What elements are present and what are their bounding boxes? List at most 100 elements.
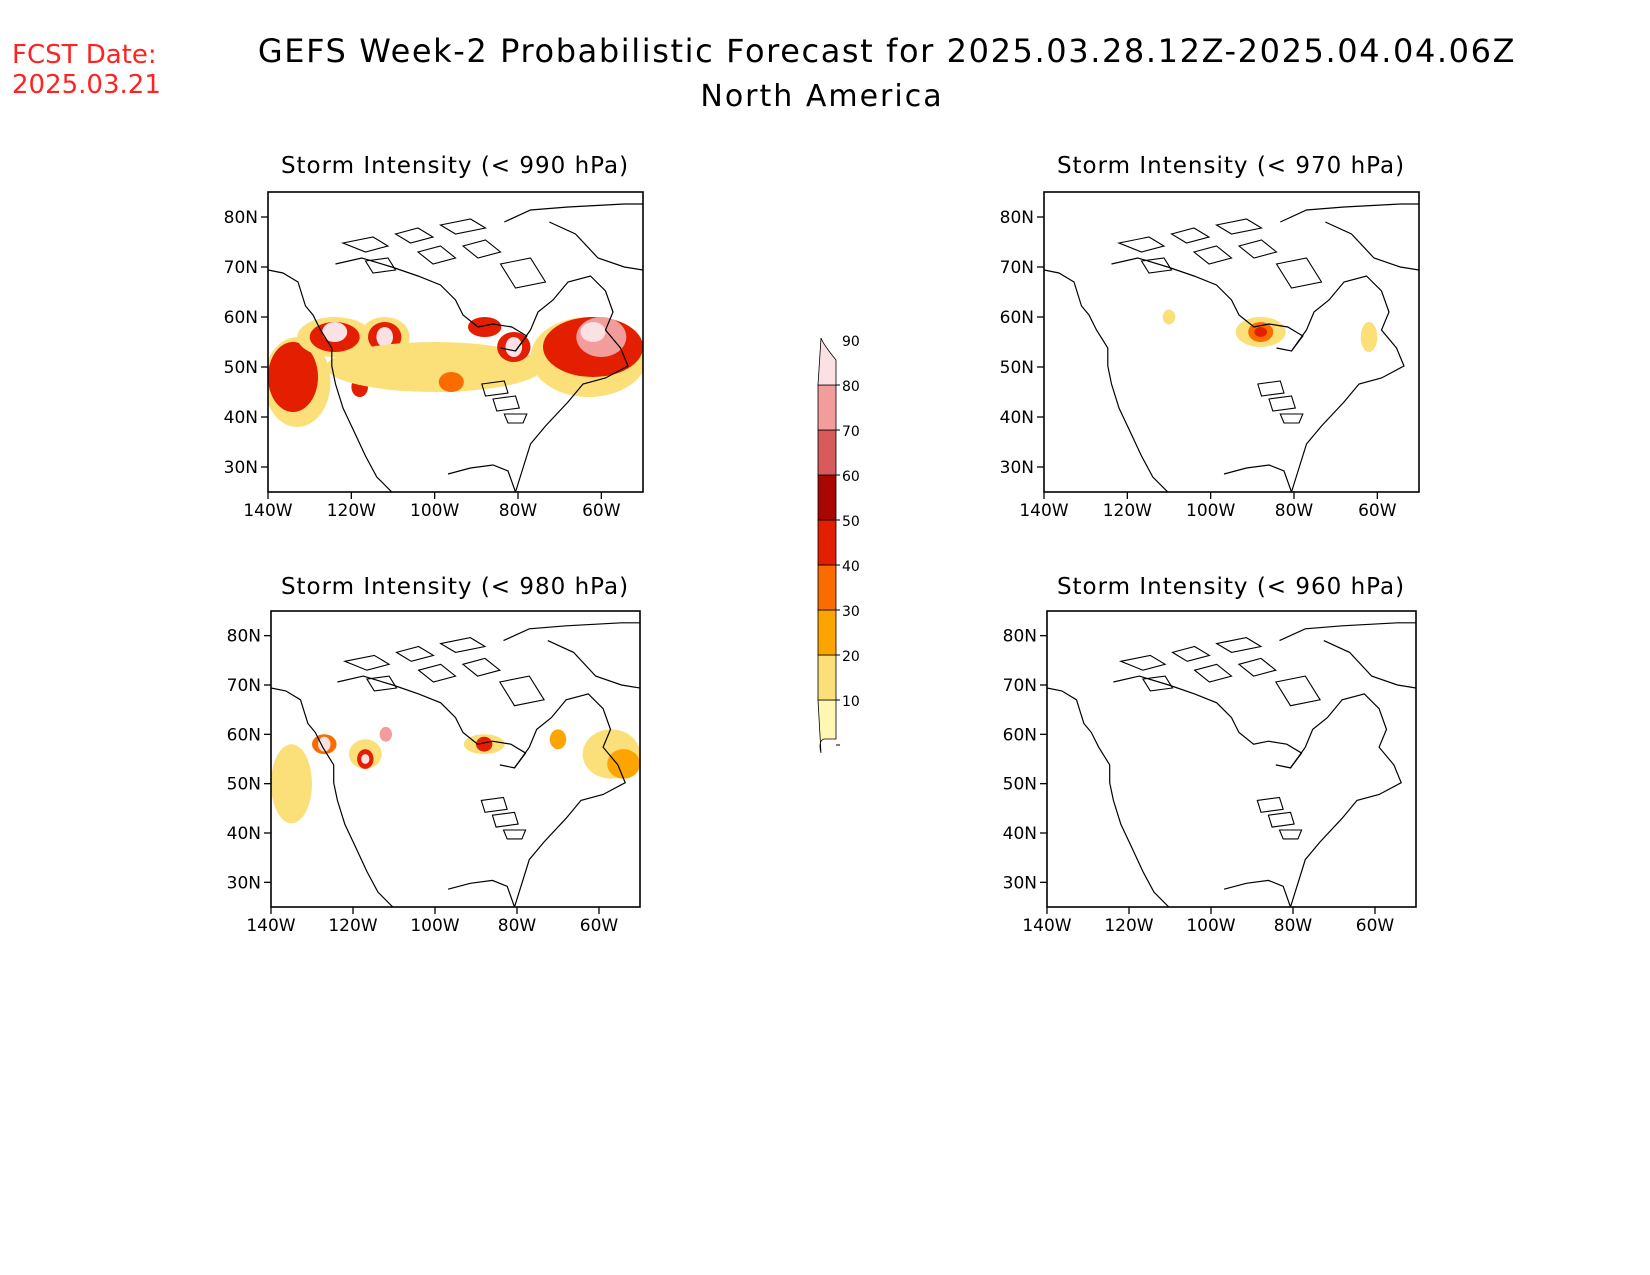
lon-tick-label: 80W — [1274, 916, 1313, 936]
lon-tick-label: 100W — [1186, 501, 1235, 521]
island-outline — [395, 645, 435, 662]
lat-tick-label: 70N — [227, 676, 261, 696]
island-outline — [1237, 657, 1277, 677]
lat-tick-label: 50N — [224, 358, 258, 378]
coastline — [549, 221, 643, 271]
coastline-map — [271, 622, 640, 907]
colorbar-label: 40 — [842, 559, 860, 575]
colorbar-segment — [817, 474, 837, 521]
lat-tick-label: 40N — [227, 824, 261, 844]
panel-title: Storm Intensity (< 990 hPa) — [281, 153, 629, 179]
island-outline — [1141, 675, 1174, 692]
island-outline — [492, 395, 521, 412]
lon-tick-label: 100W — [1186, 916, 1235, 936]
coastline-map — [268, 203, 643, 492]
probability-area — [468, 317, 502, 337]
lon-tick-label: 80W — [1275, 501, 1314, 521]
coastline — [1290, 275, 1405, 492]
island-outline — [1193, 663, 1233, 683]
island-outline — [1257, 380, 1285, 397]
longitude-axis: 140W 120W 100W 80W 60W — [1022, 907, 1394, 936]
island-outline — [1268, 395, 1297, 412]
island-outline — [502, 829, 527, 840]
probability-area — [1360, 322, 1378, 352]
figure-subtitle: North America — [700, 79, 943, 114]
probability-area — [476, 736, 493, 752]
longitude-axis: 140W 120W 100W 80W 60W — [243, 492, 621, 521]
lon-tick-label: 60W — [580, 916, 619, 936]
island-outline — [1279, 413, 1304, 424]
coastline — [1325, 221, 1419, 271]
lon-tick-label: 60W — [582, 501, 621, 521]
lon-tick-label: 140W — [243, 501, 292, 521]
lat-tick-label: 70N — [224, 258, 258, 278]
probability-area — [505, 337, 523, 357]
island-outline — [480, 796, 508, 813]
lon-tick-label: 140W — [1022, 916, 1071, 936]
lon-tick-label: 100W — [410, 501, 459, 521]
coastline — [504, 203, 643, 223]
lat-tick-label: 50N — [1003, 775, 1037, 795]
lon-tick-label: 80W — [498, 916, 537, 936]
island-outline — [1278, 829, 1303, 840]
longitude-axis: 140W 120W 100W 80W 60W — [1019, 492, 1397, 521]
island-outline — [461, 239, 502, 259]
lat-tick-label: 60N — [224, 308, 258, 328]
map-frame — [267, 191, 644, 493]
lat-tick-label: 50N — [1000, 358, 1034, 378]
latitude-axis: 80N 70N 60N 50N 40N 30N — [1000, 208, 1044, 478]
probability-area — [361, 754, 370, 764]
island-outline — [481, 380, 509, 397]
panel-title: Storm Intensity (< 960 hPa) — [1057, 574, 1405, 600]
lat-tick-label: 80N — [1000, 208, 1034, 228]
lat-tick-label: 70N — [1003, 676, 1037, 696]
colorbar-segment — [817, 609, 837, 656]
panel-960hpa: Storm Intensity (< 960 hPa) 80N 70N 60N 50N… — [1003, 574, 1417, 936]
lon-tick-label: 60W — [1356, 916, 1395, 936]
lat-tick-label: 30N — [224, 458, 258, 478]
coastline — [1044, 269, 1169, 492]
panel-title: Storm Intensity (< 970 hPa) — [1057, 153, 1405, 179]
coastline — [447, 464, 517, 492]
panel-970hpa: Storm Intensity (< 970 hPa) 80N 70N 60N 50N… — [1000, 153, 1420, 521]
colorbar-segment — [817, 519, 837, 566]
lon-tick-label: 140W — [246, 916, 295, 936]
fcst-date-label: FCST Date: — [12, 40, 157, 70]
island-outline — [498, 675, 545, 707]
island-outline — [394, 227, 435, 244]
panel-990hpa: Storm Intensity (< 990 hPa) 80N 70N 60N 50N… — [224, 153, 644, 521]
colorbar-label: 80 — [842, 379, 860, 395]
coastline — [1279, 622, 1416, 642]
island-outline — [365, 675, 398, 692]
probability-area — [318, 736, 331, 752]
probability-area — [607, 749, 640, 779]
island-outline — [1117, 236, 1166, 253]
probability-area — [376, 327, 394, 347]
lat-tick-label: 80N — [227, 627, 261, 647]
lat-tick-label: 60N — [1003, 725, 1037, 745]
lon-tick-label: 120W — [328, 916, 377, 936]
island-outline — [439, 637, 487, 653]
coastline — [1280, 203, 1419, 223]
coastline — [1323, 640, 1416, 689]
coastline — [547, 640, 640, 689]
lat-tick-label: 60N — [1000, 308, 1034, 328]
lat-tick-label: 30N — [1000, 458, 1034, 478]
probability-shading — [271, 726, 640, 824]
latitude-axis: 80N 70N 60N 50N 40N 30N — [224, 208, 268, 478]
lat-tick-label: 80N — [1003, 627, 1037, 647]
island-outline — [1215, 637, 1263, 653]
map-frame — [1043, 191, 1420, 493]
probability-area — [1162, 309, 1176, 325]
probability-area — [268, 342, 318, 412]
lon-tick-label: 140W — [1019, 501, 1068, 521]
island-outline — [1171, 645, 1211, 662]
figure-title: GEFS Week-2 Probabilistic Forecast for 2… — [258, 32, 1516, 70]
colorbar-label: 70 — [842, 424, 860, 440]
coastline — [1223, 464, 1293, 492]
lat-tick-label: 40N — [1000, 408, 1034, 428]
lon-tick-label: 120W — [1104, 916, 1153, 936]
coastline — [503, 622, 640, 642]
lat-tick-label: 70N — [1000, 258, 1034, 278]
coastline — [1289, 693, 1402, 907]
